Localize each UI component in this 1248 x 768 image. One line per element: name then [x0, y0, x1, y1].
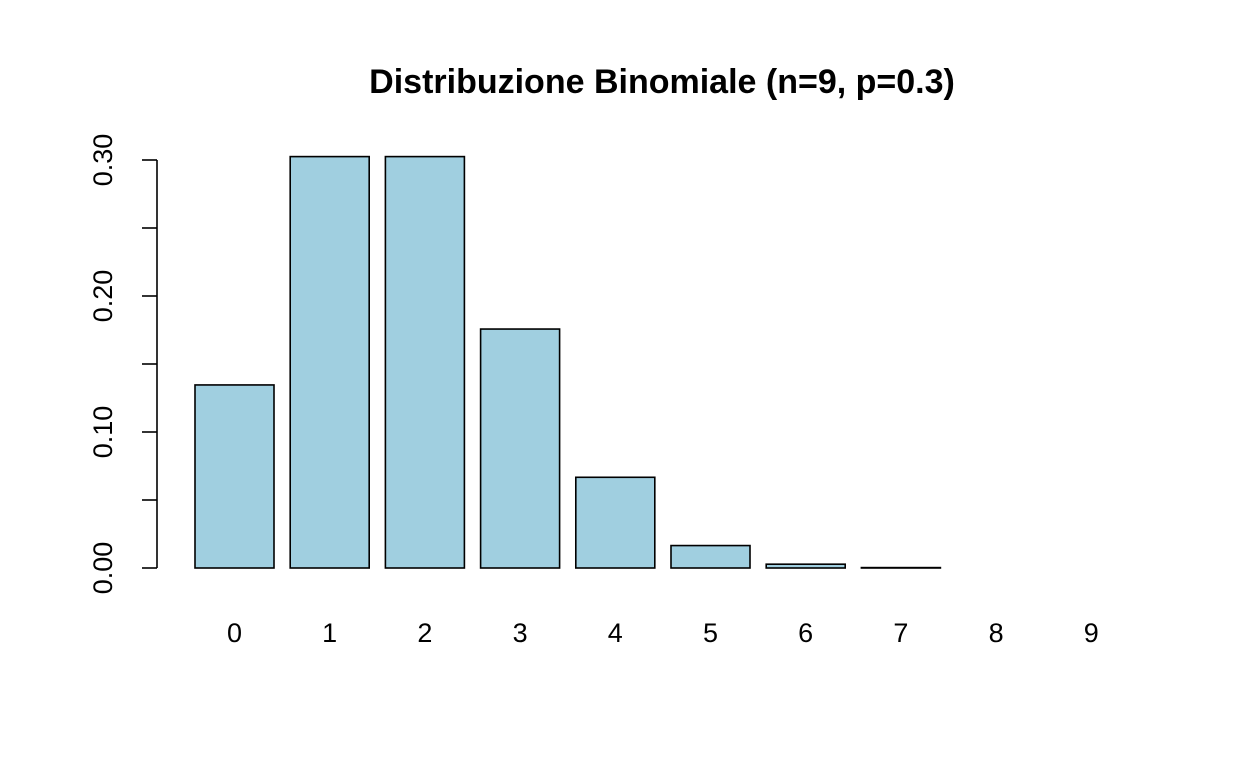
- x-tick-label: 2: [417, 618, 432, 648]
- bar-0: [194, 384, 275, 569]
- x-tick-label: 5: [703, 618, 718, 648]
- x-tick-label: 6: [798, 618, 813, 648]
- y-tick-label: 0.20: [88, 270, 118, 323]
- x-tick-label: 8: [989, 618, 1004, 648]
- x-tick-label: 1: [322, 618, 337, 648]
- bar-4: [574, 476, 656, 569]
- x-tick-labels: 0 1 2 3 4 5 6 7 8 9: [227, 618, 1099, 648]
- y-axis: 0.00 0.10 0.20 0.30: [88, 134, 158, 595]
- bar-2: [384, 155, 466, 569]
- bar-1: [289, 155, 371, 569]
- y-tick-label: 0.30: [88, 134, 118, 187]
- x-tick-label: 4: [608, 618, 623, 648]
- bar-6: [765, 563, 847, 569]
- x-tick-label: 9: [1084, 618, 1099, 648]
- bar-5: [670, 544, 751, 569]
- x-tick-label: 0: [227, 618, 242, 648]
- chart-title: Distribuzione Binomiale (n=9, p=0.3): [369, 63, 955, 101]
- x-tick-label: 7: [893, 618, 908, 648]
- x-tick-label: 3: [513, 618, 528, 648]
- bar-3: [479, 328, 561, 569]
- y-tick-label: 0.00: [88, 542, 118, 595]
- bars-group: [194, 155, 942, 569]
- y-tick-label: 0.10: [88, 406, 118, 459]
